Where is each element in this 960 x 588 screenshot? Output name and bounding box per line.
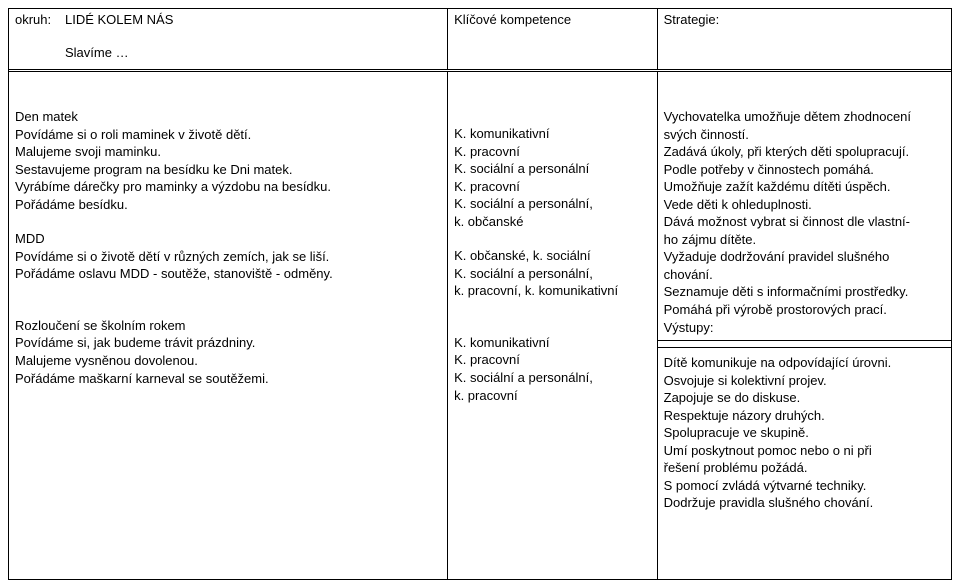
text-line: Pomáhá při výrobě prostorových prací. (664, 301, 945, 319)
blank-line (15, 300, 441, 317)
text-line: Pořádáme besídku. (15, 196, 441, 214)
text-line: K. pracovní (454, 351, 651, 369)
text-line: chování. (664, 266, 945, 284)
text-line: Dodržuje pravidla slušného chování. (664, 494, 945, 512)
col3-title: Strategie: (664, 12, 945, 27)
text-line: Podle potřeby v činnostech pomáhá. (664, 161, 945, 179)
col2-title: Klíčové kompetence (454, 12, 651, 27)
text-line: K. sociální a personální, (454, 369, 651, 387)
text-line: Vyrábíme dárečky pro maminky a výzdobu n… (15, 178, 441, 196)
okruh-subtitle: Slavíme … (15, 45, 441, 60)
text-line: Vychovatelka umožňuje dětem zhodnocení (664, 108, 945, 126)
okruh-label: okruh: (15, 12, 65, 27)
text-line: Vede děti k ohleduplnosti. (664, 196, 945, 214)
body-col1: Den matek Povídáme si o roli maminek v ž… (9, 72, 448, 579)
blank-line (454, 230, 651, 247)
header-row: okruh: LIDÉ KOLEM NÁS Slavíme … Klíčové … (9, 9, 951, 72)
text-line: K. občanské, k. sociální (454, 247, 651, 265)
text-line: Pořádáme maškarní karneval se soutěžemi. (15, 370, 441, 388)
section-divider (658, 340, 951, 348)
text-line: svých činností. (664, 126, 945, 144)
text-line: Malujeme svoji maminku. (15, 143, 441, 161)
text-line: K. sociální a personální, (454, 195, 651, 213)
text-line: ho zájmu dítěte. (664, 231, 945, 249)
spacer (15, 78, 441, 108)
text-line: K. sociální a personální, (454, 265, 651, 283)
text-line: Zapojuje se do diskuse. (664, 389, 945, 407)
blank-line (15, 283, 441, 300)
header-col1: okruh: LIDÉ KOLEM NÁS Slavíme … (9, 9, 448, 69)
text-line: k. občanské (454, 213, 651, 231)
blank-line (15, 213, 441, 230)
text-line: MDD (15, 230, 441, 248)
header-col2: Klíčové kompetence (448, 9, 658, 69)
text-line: Umí poskytnout pomoc nebo o ni při (664, 442, 945, 460)
text-line: Respektuje názory druhých. (664, 407, 945, 425)
body-row: Den matek Povídáme si o roli maminek v ž… (9, 72, 951, 579)
document-page: okruh: LIDÉ KOLEM NÁS Slavíme … Klíčové … (8, 8, 952, 580)
text-line: Dává možnost vybrat si činnost dle vlast… (664, 213, 945, 231)
text-line: K. sociální a personální (454, 160, 651, 178)
spacer (664, 78, 945, 108)
text-line: K. pracovní (454, 143, 651, 161)
text-line: Seznamuje děti s informačními prostředky… (664, 283, 945, 301)
text-line: K. pracovní (454, 178, 651, 196)
text-line: Spolupracuje ve skupině. (664, 424, 945, 442)
text-line: Výstupy: (664, 319, 945, 337)
spacer (454, 78, 651, 108)
text-line: k. pracovní (454, 387, 651, 405)
text-line: K. komunikativní (454, 125, 651, 143)
text-line: Vyžaduje dodržování pravidel slušného (664, 248, 945, 266)
blank-line (454, 300, 651, 317)
text-line: Zadává úkoly, při kterých děti spoluprac… (664, 143, 945, 161)
text-line: Malujeme vysněnou dovolenou. (15, 352, 441, 370)
text-line: Sestavujeme program na besídku ke Dni ma… (15, 161, 441, 179)
text-line: Osvojuje si kolektivní projev. (664, 372, 945, 390)
body-col2: K. komunikativní K. pracovní K. sociální… (448, 72, 658, 579)
text-line: K. komunikativní (454, 334, 651, 352)
okruh-line: okruh: LIDÉ KOLEM NÁS (15, 12, 441, 27)
blank-line (454, 108, 651, 125)
text-line: Povídáme si o životě dětí v různých zemí… (15, 248, 441, 266)
okruh-title: LIDÉ KOLEM NÁS (65, 12, 173, 27)
text-line: Den matek (15, 108, 441, 126)
text-line: Pořádáme oslavu MDD - soutěže, stanovišt… (15, 265, 441, 283)
body-col3: Vychovatelka umožňuje dětem zhodnocení s… (658, 72, 951, 579)
text-line: Dítě komunikuje na odpovídající úrovni. (664, 354, 945, 372)
text-line: Umožňuje zažít každému dítěti úspěch. (664, 178, 945, 196)
spacer (15, 27, 441, 45)
text-line: řešení problému požádá. (664, 459, 945, 477)
text-line: Povídáme si, jak budeme trávit prázdniny… (15, 334, 441, 352)
blank-line (454, 317, 651, 334)
text-line: S pomocí zvládá výtvarné techniky. (664, 477, 945, 495)
text-line: Povídáme si o roli maminek v životě dětí… (15, 126, 441, 144)
header-col3: Strategie: (658, 9, 951, 69)
text-line: k. pracovní, k. komunikativní (454, 282, 651, 300)
text-line: Rozloučení se školním rokem (15, 317, 441, 335)
